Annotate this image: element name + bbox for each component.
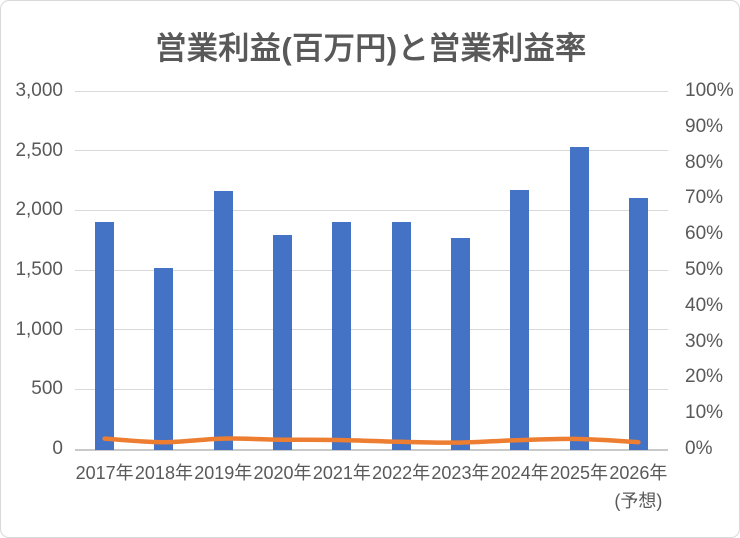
- x-axis-tick-label: 2021年: [312, 463, 371, 483]
- y2-axis-tick-label: 90%: [685, 115, 724, 137]
- y2-axis-tick-label: 80%: [685, 151, 724, 173]
- y2-axis-tick-label: 60%: [685, 223, 724, 245]
- bar-2026年: [628, 198, 648, 450]
- y-axis-tick-label: 500: [31, 378, 63, 400]
- x-axis-tick-label: 2022年: [372, 463, 431, 483]
- y2-axis-tick-label: 40%: [685, 294, 724, 316]
- profit-margin-line: [102, 436, 641, 445]
- y-axis-tick-label: 1,500: [15, 259, 63, 280]
- bar-2024年: [510, 190, 530, 450]
- bar-2017年: [95, 222, 115, 450]
- x-axis-tick-label: 2019年: [194, 463, 253, 483]
- y-axis-tick-label: 2,000: [15, 199, 63, 221]
- gridline: [75, 388, 668, 390]
- y-axis-tick-label: 3,000: [15, 80, 63, 101]
- y-axis-tick-label: 0: [52, 438, 63, 459]
- gridline: [75, 90, 668, 92]
- x-axis-tick-label: 2020年: [253, 463, 312, 483]
- y2-axis-tick-label: 100%: [685, 80, 734, 101]
- bar-2021年: [332, 222, 352, 450]
- y2-axis-tick-label: 50%: [685, 259, 724, 280]
- y2-axis-tick-label: 30%: [685, 330, 724, 352]
- x-axis-tick-label: 2026年: [609, 463, 668, 483]
- bar-2020年: [273, 235, 293, 450]
- y-axis-tick-label: 1,000: [15, 318, 63, 340]
- gridline: [75, 150, 668, 152]
- x-axis-line: [75, 449, 668, 451]
- bar-2022年: [391, 222, 411, 450]
- bar-2023年: [450, 237, 470, 450]
- y2-axis-tick-label: 70%: [685, 187, 724, 209]
- bar-2018年: [154, 267, 174, 450]
- y2-axis-tick-label: 10%: [685, 402, 724, 424]
- bar-2025年: [569, 147, 589, 450]
- gridline: [75, 209, 668, 211]
- chart-title: 営業利益(百万円)と営業利益率: [155, 31, 587, 66]
- gridline: [75, 269, 668, 271]
- x-axis-tick-label: 2023年: [431, 463, 490, 483]
- y2-axis-tick-label: 20%: [685, 366, 724, 388]
- x-axis-tick-label: 2025年: [550, 463, 609, 483]
- bar-2019年: [213, 191, 233, 450]
- x-axis-tick-label: 2018年: [134, 463, 193, 483]
- y-axis-tick-label: 2,500: [15, 139, 63, 161]
- x-axis-forecast-note: (予想): [614, 491, 663, 511]
- x-axis-tick-label: 2024年: [490, 463, 549, 483]
- x-axis-tick-label: 2017年: [75, 463, 134, 483]
- y2-axis-tick-label: 0%: [685, 438, 713, 459]
- gridline: [75, 329, 668, 331]
